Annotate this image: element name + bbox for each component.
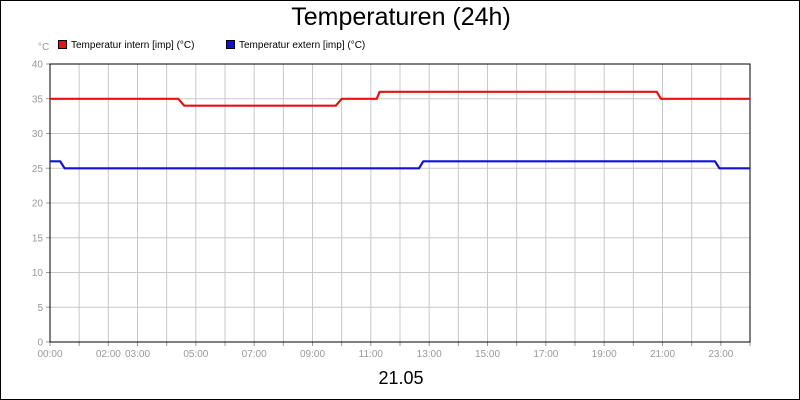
legend-swatch-extern [226, 40, 235, 49]
series-line-intern [50, 90, 750, 107]
y-tick-label: 25 [32, 164, 44, 175]
series-line-extern [50, 160, 750, 170]
x-tick-label: 23:00 [708, 349, 733, 360]
legend-label-extern: Temperatur extern [imp] (°C) [239, 40, 366, 51]
x-tick-label: 03:00 [125, 349, 150, 360]
plot-border [49, 63, 751, 343]
legend-item-extern: Temperatur extern [imp] (°C) [226, 40, 365, 51]
x-tick-label: 00:00 [37, 349, 62, 360]
x-tick-label: 13:00 [417, 349, 442, 360]
x-tick-label: 05:00 [183, 349, 208, 360]
x-tick-label: 15:00 [475, 349, 500, 360]
legend-item-intern: Temperatur intern [imp] (°C) [58, 40, 194, 51]
chart-title: Temperaturen (24h) [291, 3, 511, 31]
y-axis-unit-label: °C [38, 42, 50, 53]
x-tick-label: 19:00 [592, 349, 617, 360]
legend-swatch-intern [58, 40, 67, 49]
x-tick-label: 09:00 [300, 349, 325, 360]
x-tick-label: 21:00 [650, 349, 675, 360]
x-tick-label: 17:00 [533, 349, 558, 360]
y-tick-label: 20 [32, 199, 44, 210]
y-tick-label: 40 [32, 60, 44, 71]
x-tick-label: 07:00 [242, 349, 267, 360]
legend-label-intern: Temperatur intern [imp] (°C) [71, 40, 195, 51]
x-axis-date-label: 21.05 [378, 368, 424, 388]
y-tick-label: 0 [37, 338, 43, 349]
y-tick-label: 5 [37, 303, 43, 314]
x-tick-label: 11:00 [359, 349, 384, 360]
y-tick-label: 30 [32, 129, 44, 140]
y-tick-label: 10 [32, 268, 44, 279]
x-tick-label: 02:00 [96, 349, 121, 360]
y-tick-label: 15 [32, 233, 44, 244]
y-tick-label: 35 [32, 94, 44, 105]
